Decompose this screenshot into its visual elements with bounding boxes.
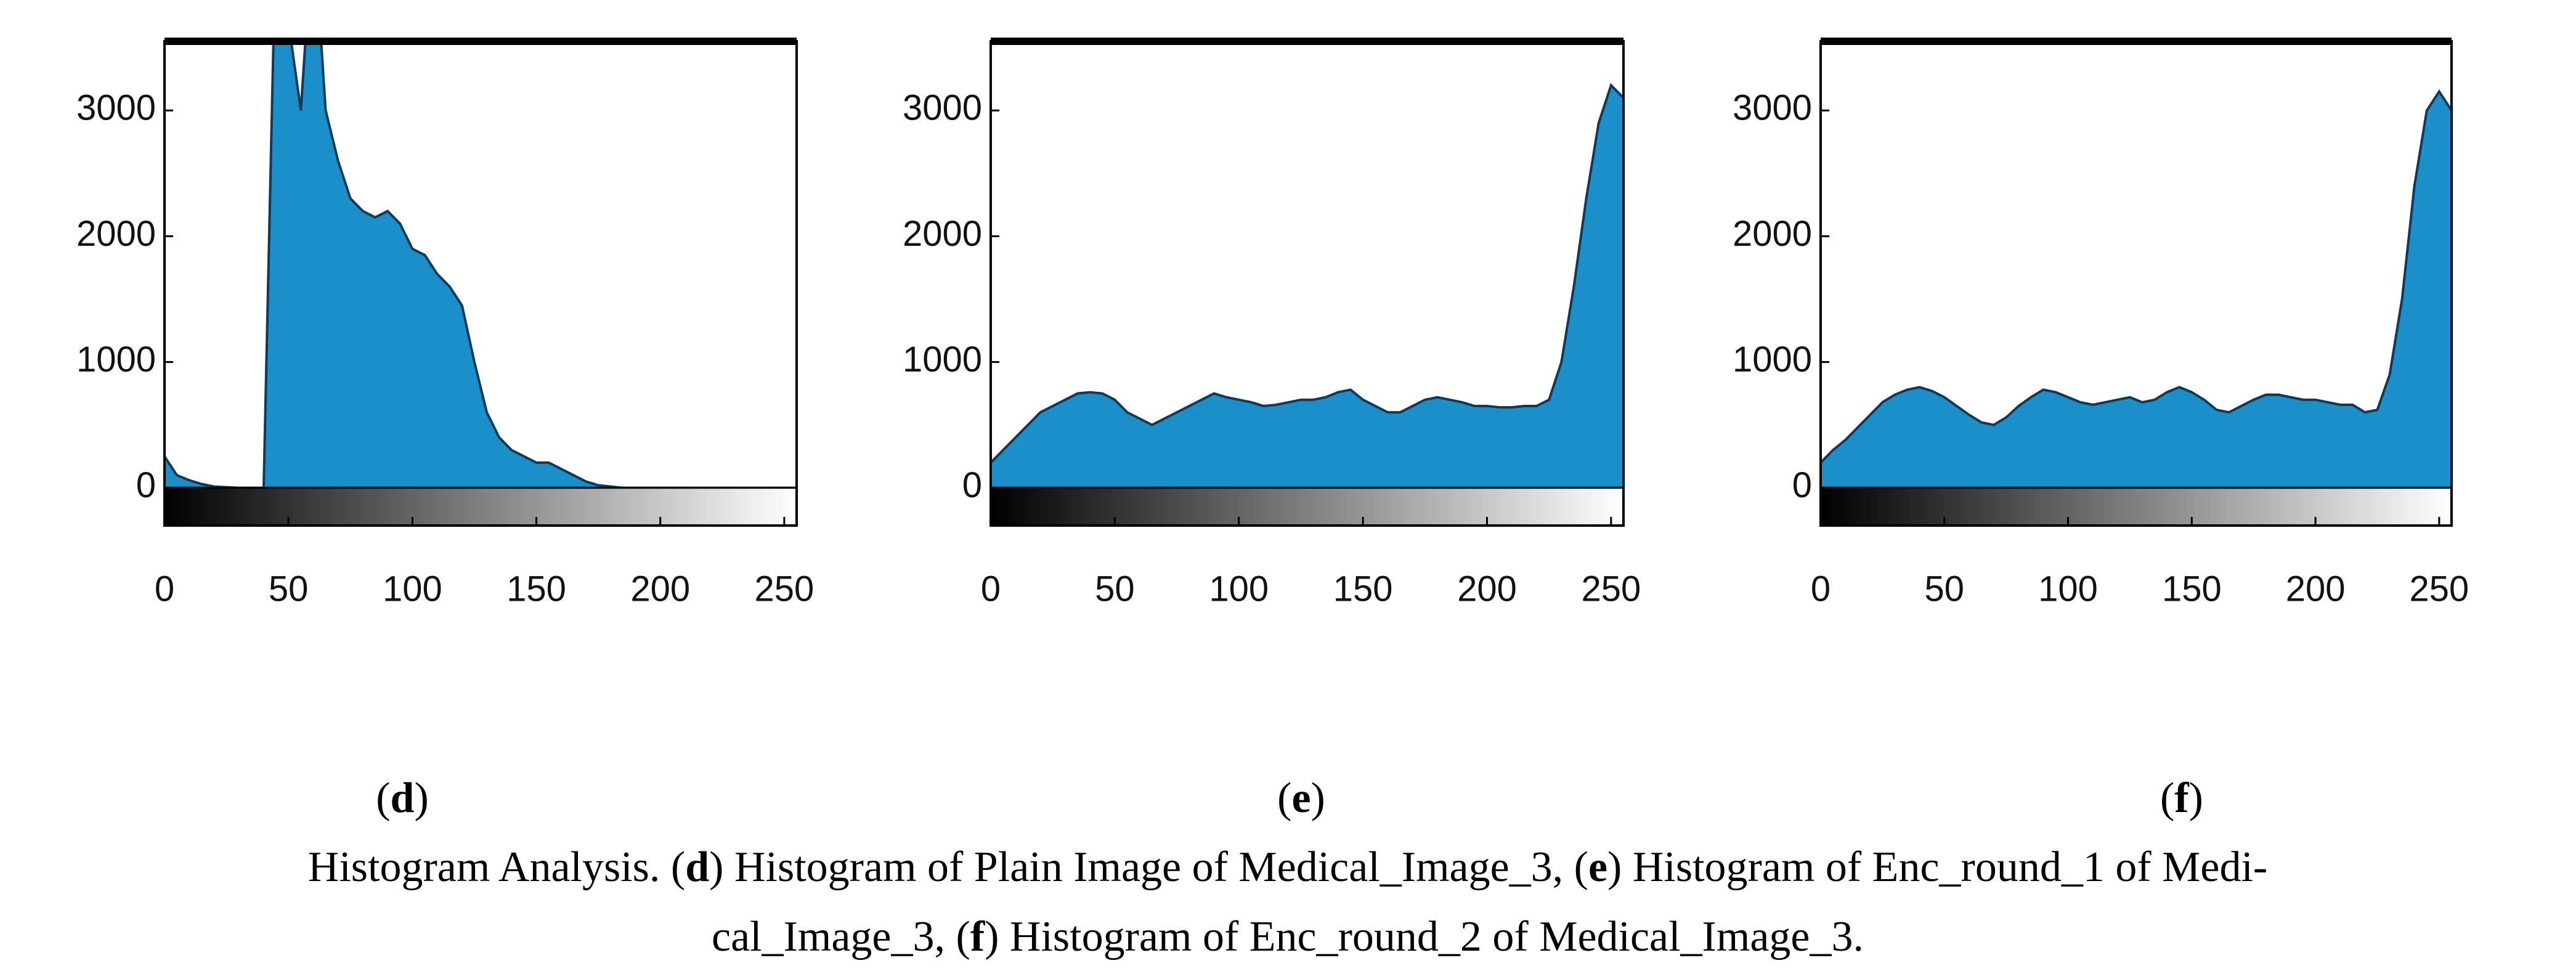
x-tick-label: 0	[981, 569, 1001, 609]
x-tick-label: 200	[630, 569, 690, 609]
subfigure-label-part: )	[2189, 774, 2203, 822]
y-tick-label: 0	[136, 465, 156, 505]
y-tick-label: 2000	[76, 214, 156, 254]
subfigure-label-part: (	[2160, 774, 2174, 822]
y-tick-label: 0	[1792, 465, 1812, 505]
x-tick-label: 50	[269, 569, 309, 609]
y-tick-label: 2000	[903, 214, 982, 254]
y-tick-label: 1000	[903, 339, 982, 380]
x-tick-label: 150	[506, 569, 566, 609]
grayscale-bar	[989, 487, 1625, 527]
chart: 0 1000 2000 3000 0 50 100 150 200 250 (d)	[76, 38, 814, 822]
x-tick-label: 200	[1457, 569, 1517, 609]
caption-line: Histogram Analysis. (d) Histogram of Pla…	[308, 843, 2267, 891]
subfigure-label-part: )	[414, 774, 428, 822]
caption-line-part: f	[970, 913, 985, 961]
subfigure-label: (d)	[376, 774, 429, 822]
histogram-area	[991, 83, 1623, 489]
x-tick-label: 100	[383, 569, 442, 609]
y-tick-label: 0	[962, 465, 982, 505]
x-tick-label: 0	[1811, 569, 1830, 609]
subfigure-label-part: f	[2174, 774, 2189, 822]
x-tick-label: 150	[2162, 569, 2222, 609]
chart: 0 1000 2000 3000 0 50 100 150 200 250 (e)	[903, 38, 1641, 822]
y-tick-label: 3000	[1733, 88, 1812, 128]
x-tick-label: 50	[1925, 569, 1965, 609]
caption-line-part: e	[1588, 843, 1607, 891]
subfigure-label: (f)	[2160, 774, 2203, 822]
subfigure-label-part: d	[391, 774, 415, 822]
x-tick-label: 100	[2038, 569, 2098, 609]
x-tick-label: 250	[2410, 569, 2469, 609]
grayscale-bar	[163, 487, 798, 527]
chart: 0 1000 2000 3000 0 50 100 150 200 250 (f)	[1733, 38, 2469, 822]
x-tick-label: 50	[1095, 569, 1135, 609]
caption-line-part: cal_Image_3, (	[712, 913, 970, 961]
subfigure-label-part: (	[376, 774, 390, 822]
subfigure-label: (e)	[1277, 774, 1325, 822]
subfigure-label-part: e	[1291, 774, 1310, 822]
caption-line-part: ) Histogram of Enc_round_2 of Medical_Im…	[985, 913, 1864, 961]
histogram-area	[1821, 89, 2452, 489]
y-tick-label: 1000	[76, 339, 156, 380]
x-tick-label: 0	[155, 569, 174, 609]
x-tick-label: 100	[1209, 569, 1269, 609]
x-tick-label: 250	[1581, 569, 1641, 609]
y-tick-label: 2000	[1733, 214, 1812, 254]
subfigure-label-part: (	[1277, 774, 1291, 822]
caption-line-part: d	[685, 843, 709, 891]
caption-line-part: ) Histogram of Plain Image of Medical_Im…	[709, 843, 1588, 891]
x-tick-label: 200	[2286, 569, 2346, 609]
grayscale-bar	[1819, 487, 2453, 527]
caption-line-part: Histogram Analysis. (	[308, 843, 685, 891]
y-tick-label: 3000	[903, 88, 982, 128]
caption-line-part: ) Histogram of Enc_round_1 of Medi-	[1607, 843, 2267, 891]
caption-line: cal_Image_3, (f) Histogram of Enc_round_…	[712, 913, 1864, 961]
subfigure-label-part: )	[1311, 774, 1325, 822]
y-tick-label: 3000	[76, 88, 156, 128]
y-tick-label: 1000	[1733, 339, 1812, 380]
x-tick-label: 250	[754, 569, 814, 609]
x-tick-label: 150	[1333, 569, 1393, 609]
